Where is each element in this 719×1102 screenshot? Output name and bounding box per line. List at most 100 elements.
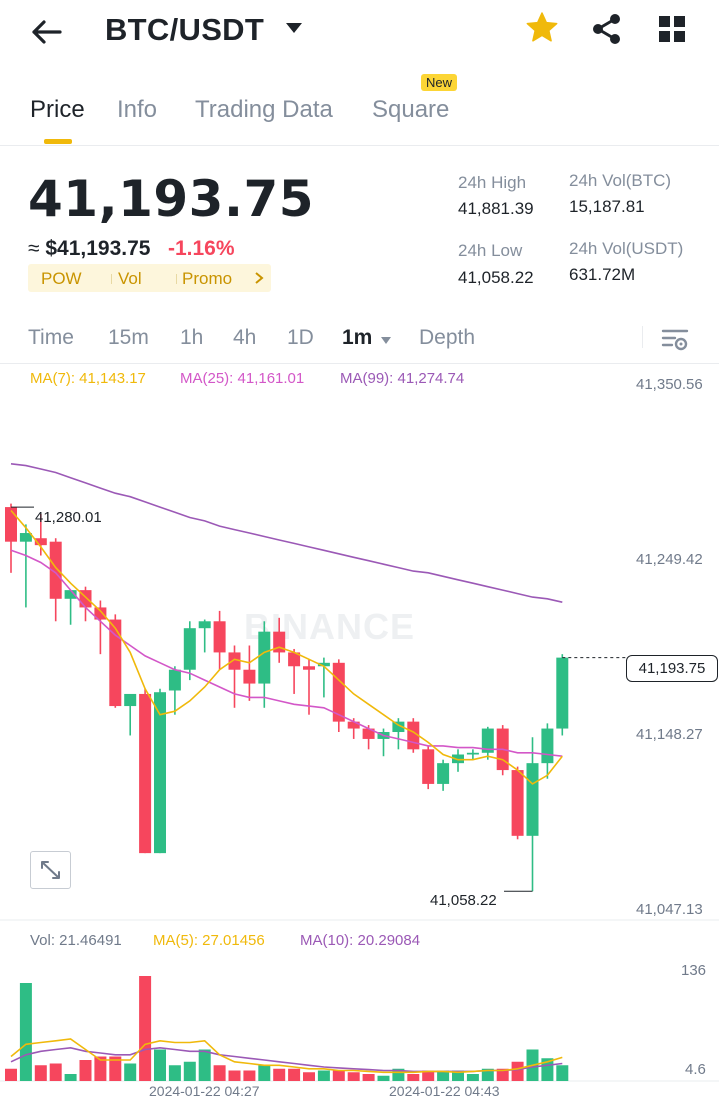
vol-ma5-readout: MA(5): 27.01456 xyxy=(153,932,265,949)
vol-tick: 4.6 xyxy=(685,1061,706,1078)
vol-tick: 136 xyxy=(681,962,707,979)
caret-down-icon[interactable] xyxy=(380,333,392,344)
chevron-right-icon[interactable] xyxy=(254,271,264,290)
candle-body xyxy=(347,721,360,729)
price-change: -1.16% xyxy=(168,237,235,260)
interval-1h[interactable]: 1h xyxy=(180,326,204,349)
expand-icon[interactable] xyxy=(30,851,71,889)
candle-body xyxy=(243,669,256,684)
vol-ma10-line xyxy=(10,1046,563,1073)
volume-bar xyxy=(481,1068,494,1081)
price-tick: 41,350.56 xyxy=(636,376,703,393)
candle-body xyxy=(273,631,286,653)
volume-bar xyxy=(511,1061,524,1081)
interval-4h[interactable]: 4h xyxy=(233,326,257,349)
candle-body xyxy=(198,621,211,629)
interval-bar: Time 15m 1h 4h 1D 1m Depth xyxy=(0,318,719,364)
candle-body xyxy=(154,692,166,854)
price-tick: 41,249.42 xyxy=(636,551,703,568)
price-tick: 41,148.27 xyxy=(636,726,703,743)
back-arrow-icon[interactable] xyxy=(28,12,68,52)
tab-bar: Price Info Trading Data Square New xyxy=(0,72,719,146)
candle-body xyxy=(124,693,137,707)
low-value: 41,058.22 xyxy=(458,268,534,287)
volume-bar xyxy=(94,1056,107,1081)
chart-settings-icon[interactable] xyxy=(660,324,690,354)
volume-bar xyxy=(496,1068,509,1081)
tag-vol[interactable]: Vol xyxy=(118,269,142,288)
tag-divider xyxy=(176,274,177,284)
candle-body xyxy=(64,590,77,599)
candle-body xyxy=(213,621,226,653)
tab-trading-data[interactable]: Trading Data xyxy=(195,96,333,123)
tag-promo[interactable]: Promo xyxy=(182,269,233,288)
divider xyxy=(642,326,643,348)
volume-bar xyxy=(213,1065,226,1081)
interval-depth[interactable]: Depth xyxy=(419,326,476,349)
star-icon[interactable] xyxy=(524,10,560,46)
ma7-line xyxy=(10,509,563,785)
tag-pow[interactable]: POW xyxy=(41,269,82,288)
interval-time[interactable]: Time xyxy=(28,326,74,349)
pair-title[interactable]: BTC/USDT xyxy=(105,12,265,47)
ma99-line xyxy=(10,463,563,603)
volume-bar xyxy=(452,1070,464,1081)
high-marker-label: 41,280.01 xyxy=(35,509,102,526)
tab-price[interactable]: Price xyxy=(30,96,85,123)
share-icon[interactable] xyxy=(590,12,624,46)
interval-15m[interactable]: 15m xyxy=(108,326,149,349)
candle-body xyxy=(19,533,32,542)
vol-btc-label: 24h Vol(BTC) xyxy=(569,171,672,190)
usd-price: ≈ $41,193.75 xyxy=(28,237,150,261)
candle-body xyxy=(511,770,524,836)
volume-bar xyxy=(362,1074,375,1081)
interval-1d[interactable]: 1D xyxy=(287,326,314,349)
vol-btc-value: 15,187.81 xyxy=(569,197,645,216)
volume-bar xyxy=(64,1074,77,1081)
time-tick: 2024-01-22 04:27 xyxy=(149,1083,260,1099)
volume-bar xyxy=(109,1056,122,1081)
grid-icon[interactable] xyxy=(658,15,686,43)
ma99-readout: MA(99): 41,274.74 xyxy=(340,370,465,387)
last-price: 41,193.75 xyxy=(28,170,315,228)
candlestick-chart[interactable] xyxy=(0,364,719,1084)
candle-body xyxy=(49,541,62,599)
volume-bar xyxy=(288,1068,301,1081)
candle-body xyxy=(94,607,107,620)
tab-info[interactable]: Info xyxy=(117,96,158,123)
candle-body xyxy=(362,728,375,739)
binance-watermark: BINANCE xyxy=(244,606,416,647)
volume-bar xyxy=(437,1070,450,1081)
candle-body xyxy=(139,693,152,854)
volume-bar xyxy=(139,976,152,1081)
volume-bar xyxy=(407,1074,420,1081)
volume-bar xyxy=(332,1070,345,1081)
volume-bar xyxy=(556,1065,569,1081)
volume-bar xyxy=(79,1060,92,1081)
current-price-marker: 41,193.75 xyxy=(626,655,718,682)
volume-bar xyxy=(466,1074,479,1081)
tag-strip[interactable]: POW Vol Promo xyxy=(28,264,271,292)
high-value: 41,881.39 xyxy=(458,199,534,218)
candle-body xyxy=(481,728,494,753)
volume-bar xyxy=(303,1072,315,1081)
low-label: 24h Low xyxy=(458,241,523,260)
volume-bar xyxy=(273,1068,286,1081)
interval-1m[interactable]: 1m xyxy=(342,326,373,349)
candle-body xyxy=(109,619,122,707)
volume-bar xyxy=(198,1049,211,1081)
candle-body xyxy=(34,538,47,546)
volume-bar xyxy=(5,1068,17,1081)
candle-body xyxy=(526,763,539,836)
volume-bar xyxy=(422,1070,435,1081)
tag-divider xyxy=(111,274,112,284)
caret-down-icon[interactable] xyxy=(284,20,304,36)
candle-body xyxy=(466,752,479,755)
volume-bar xyxy=(34,1065,47,1081)
candle-body xyxy=(556,657,569,729)
volume-bar xyxy=(347,1072,360,1081)
volume-bar xyxy=(19,983,32,1081)
vol-ma5-line xyxy=(10,1038,563,1074)
candle-body xyxy=(437,763,450,784)
tab-square[interactable]: Square xyxy=(372,96,450,123)
